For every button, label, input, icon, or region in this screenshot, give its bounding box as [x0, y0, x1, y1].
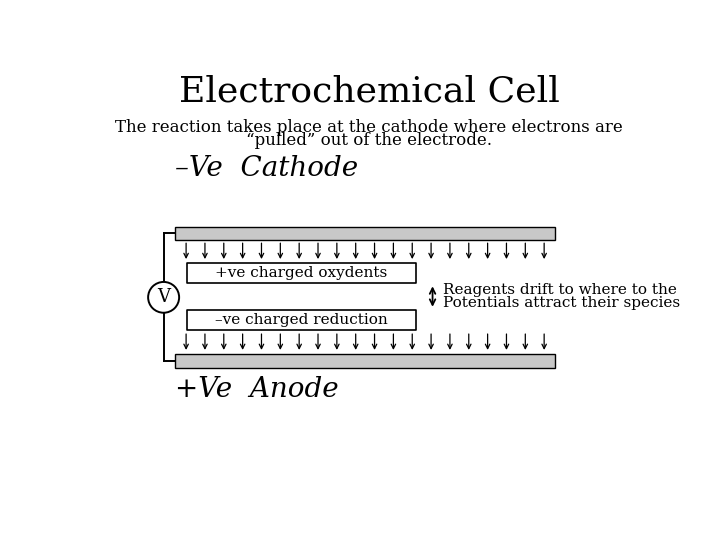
Text: +Ve  Anode: +Ve Anode [175, 376, 339, 403]
Text: –ve charged reduction: –ve charged reduction [215, 313, 387, 327]
Text: V: V [157, 288, 170, 306]
Bar [187, 309, 415, 330]
Text: The reaction takes place at the cathode where electrons are: The reaction takes place at the cathode … [115, 119, 623, 137]
Text: Electrochemical Cell: Electrochemical Cell [179, 75, 559, 109]
Text: “pulled” out of the electrode.: “pulled” out of the electrode. [246, 132, 492, 148]
Bar [187, 264, 415, 284]
Text: +ve charged oxydents: +ve charged oxydents [215, 266, 387, 280]
Text: Potentials attract their species: Potentials attract their species [444, 296, 680, 310]
Bar [175, 354, 555, 368]
Bar [175, 226, 555, 240]
Circle shape [148, 282, 179, 313]
Text: –Ve  Cathode: –Ve Cathode [175, 156, 359, 183]
Text: Reagents drift to where to the: Reagents drift to where to the [444, 282, 678, 296]
